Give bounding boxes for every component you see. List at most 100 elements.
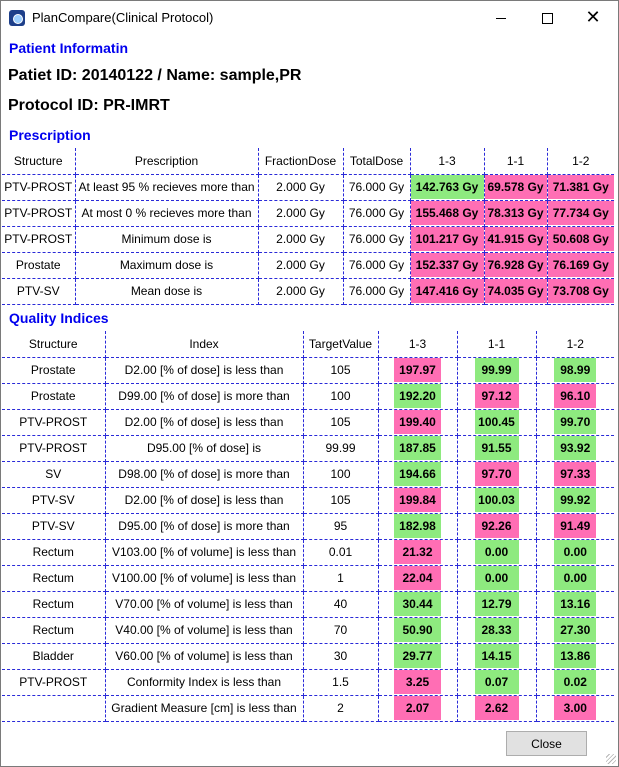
plan-value-cell: 192.20 <box>377 382 458 410</box>
index-value: 13.86 <box>554 644 597 668</box>
table-row: PTV-PROST Conformity Index is less than 1.… <box>2 668 614 696</box>
column-header: Index <box>104 331 304 358</box>
total-dose-cell: 76.000 Gy <box>342 225 411 253</box>
structure-cell: PTV-PROST <box>2 434 106 462</box>
prescription-table: Structure Prescription FractionDose TotalDo… <box>2 148 614 305</box>
window-close-button[interactable]: ✕ <box>570 1 616 35</box>
column-header: Prescription <box>74 148 259 175</box>
plan-value-cell: 194.66 <box>377 460 458 488</box>
plan-value-cell: 101.217 Gy <box>409 225 485 253</box>
plan-value-cell: 28.33 <box>456 616 537 644</box>
table-row: PTV-SV D95.00 [% of dose] is more than 95 1… <box>2 512 614 540</box>
maximize-button[interactable] <box>524 1 570 35</box>
index-value: 197.97 <box>394 358 441 382</box>
index-cell: V70.00 [% of volume] is less than <box>104 590 304 618</box>
plan-value-cell: 22.04 <box>377 564 458 592</box>
target-value-cell: 100 <box>302 382 379 410</box>
target-value-cell: 99.99 <box>302 434 379 462</box>
minimize-icon <box>496 17 506 19</box>
structure-cell: PTV-PROST <box>2 199 76 227</box>
index-value: 92.26 <box>474 514 519 538</box>
structure-cell: PTV-SV <box>2 486 106 514</box>
maximize-icon <box>541 12 553 24</box>
index-value: 97.12 <box>474 384 519 408</box>
dose-value: 101.217 Gy <box>411 227 483 251</box>
quality-header-row: Structure Index TargetValue 1-3 1-1 1-2 <box>2 331 614 358</box>
column-header: 1-2 <box>535 331 614 358</box>
index-value: 93.92 <box>554 436 597 460</box>
resize-grip[interactable] <box>606 754 616 764</box>
table-row: PTV-SV D2.00 [% of dose] is less than 105 1… <box>2 486 614 514</box>
plan-value-cell: 3.00 <box>535 694 614 722</box>
index-cell: D2.00 [% of dose] is less than <box>104 486 304 514</box>
index-value: 21.32 <box>394 540 441 564</box>
index-cell: D2.00 [% of dose] is less than <box>104 356 304 384</box>
index-cell: V40.00 [% of volume] is less than <box>104 616 304 644</box>
plan-value-cell: 13.86 <box>535 642 614 670</box>
structure-cell: Prostate <box>2 356 106 384</box>
title-bar[interactable]: PlanCompare(Clinical Protocol) ✕ <box>1 1 618 35</box>
structure-cell: PTV-PROST <box>2 225 76 253</box>
target-value-cell: 95 <box>302 512 379 540</box>
index-value: 2.07 <box>394 696 441 720</box>
plan-value-cell: 98.99 <box>535 356 614 384</box>
close-button[interactable]: Close <box>506 731 587 756</box>
structure-cell: Rectum <box>2 564 106 592</box>
plan-value-cell: 14.15 <box>456 642 537 670</box>
table-row: PTV-SV Mean dose is 2.000 Gy 76.000 Gy 147.4… <box>2 277 614 305</box>
structure-cell: PTV-PROST <box>2 173 76 201</box>
index-value: 13.16 <box>554 592 597 616</box>
table-row: Gradient Measure [cm] is less than 2 2.07 2… <box>2 694 614 722</box>
plan-value-cell: 27.30 <box>535 616 614 644</box>
index-value: 14.15 <box>474 644 519 668</box>
index-value: 182.98 <box>394 514 441 538</box>
index-value: 0.07 <box>474 670 519 694</box>
table-row: PTV-PROST D95.00 [% of dose] is 99.99 187.8… <box>2 434 614 462</box>
dose-value: 41.915 Gy <box>485 227 546 251</box>
table-row: PTV-PROST Minimum dose is 2.000 Gy 76.000 G… <box>2 225 614 253</box>
structure-cell: Rectum <box>2 538 106 566</box>
plan-value-cell: 199.84 <box>377 486 458 514</box>
dose-value: 78.313 Gy <box>485 201 546 225</box>
plan-value-cell: 0.00 <box>535 538 614 566</box>
target-value-cell: 30 <box>302 642 379 670</box>
index-value: 3.00 <box>554 696 597 720</box>
index-value: 100.03 <box>474 488 519 512</box>
prescription-cell: At most 0 % recieves more than <box>74 199 259 227</box>
index-value: 91.49 <box>554 514 597 538</box>
plan-value-cell: 0.02 <box>535 668 614 696</box>
target-value-cell: 2 <box>302 694 379 722</box>
close-icon: ✕ <box>585 7 601 28</box>
index-value: 97.70 <box>474 462 519 486</box>
plan-value-cell: 30.44 <box>377 590 458 618</box>
dose-value: 74.035 Gy <box>485 279 546 303</box>
plan-value-cell: 100.03 <box>456 486 537 514</box>
window-title: PlanCompare(Clinical Protocol) <box>32 10 214 25</box>
total-dose-cell: 76.000 Gy <box>342 199 411 227</box>
plan-value-cell: 99.70 <box>535 408 614 436</box>
index-value: 100.45 <box>474 410 519 434</box>
plan-value-cell: 41.915 Gy <box>483 225 548 253</box>
fraction-dose-cell: 2.000 Gy <box>257 277 344 305</box>
plan-value-cell: 97.33 <box>535 460 614 488</box>
index-value: 99.70 <box>554 410 597 434</box>
index-cell: D95.00 [% of dose] is more than <box>104 512 304 540</box>
index-value: 199.40 <box>394 410 441 434</box>
prescription-header-row: Structure Prescription FractionDose TotalDo… <box>2 148 614 175</box>
target-value-cell: 0.01 <box>302 538 379 566</box>
plan-value-cell: 78.313 Gy <box>483 199 548 227</box>
index-value: 91.55 <box>474 436 519 460</box>
dose-value: 76.928 Gy <box>485 253 546 277</box>
column-header: 1-3 <box>409 148 485 175</box>
dose-value: 142.763 Gy <box>411 175 483 199</box>
plan-value-cell: 71.381 Gy <box>546 173 614 201</box>
minimize-button[interactable] <box>478 1 524 35</box>
table-row: Rectum V103.00 [% of volume] is less than… <box>2 538 614 566</box>
fraction-dose-cell: 2.000 Gy <box>257 251 344 279</box>
plan-value-cell: 3.25 <box>377 668 458 696</box>
index-value: 30.44 <box>394 592 441 616</box>
index-value: 0.02 <box>554 670 597 694</box>
index-value: 0.00 <box>474 540 519 564</box>
target-value-cell: 40 <box>302 590 379 618</box>
column-header: TargetValue <box>302 331 379 358</box>
